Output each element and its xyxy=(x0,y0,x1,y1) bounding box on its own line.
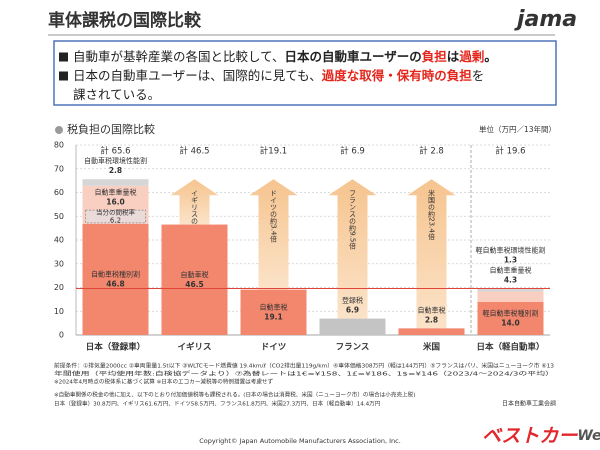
segment-value: 6.9 xyxy=(346,306,359,315)
segment-value: 14.0 xyxy=(501,318,520,327)
total-label: 計 46.5 xyxy=(179,146,209,157)
note: 前提条件：①排気量2000cc ②車両重量1.5t以下 ③WLTCモード燃費値 … xyxy=(54,362,554,370)
ratio-arrow xyxy=(249,179,298,290)
segment-label: 自動車税環境性能割 xyxy=(84,156,147,165)
y-tick-label: 40 xyxy=(54,236,64,245)
message-segment: 課されている。 xyxy=(73,87,160,102)
part-value: 6.2 xyxy=(110,216,121,224)
bar-segment xyxy=(82,179,149,186)
segment-label: 自動車税種別割 xyxy=(91,269,140,278)
y-tick-label: 80 xyxy=(54,141,64,150)
bar-segment xyxy=(477,291,544,302)
segment-value: 1.3 xyxy=(504,255,517,264)
message-line: 自動車が基幹産業の各国と比較して、日本の自動車ユーザーの負担は過剰。 xyxy=(73,49,497,64)
message-line: 日本の自動車ユーザーは、国際的に見ても、過度な取得・保有時の負担を xyxy=(73,68,484,83)
message: 自動車が基幹産業の各国と比較して、日本の自動車ユーザーの負担は過剰。日本の自動車… xyxy=(59,49,497,102)
y-tick-label: 50 xyxy=(54,212,64,221)
total-label: 計19.1 xyxy=(260,146,287,157)
ratio-label: フランスの約9.5倍 xyxy=(349,189,357,250)
source: 日本自動車工業会調 xyxy=(502,400,556,408)
y-tick-label: 60 xyxy=(54,188,64,197)
y-tick-label: 0 xyxy=(59,331,64,340)
total-label: 計 65.6 xyxy=(100,146,130,157)
bar-segment xyxy=(240,289,307,335)
note: ※自動車関係の税金の他に加え、以下のとおり付加価値税等も課税される。(日本の場合… xyxy=(54,391,415,399)
segment-value: 16.0 xyxy=(106,197,125,206)
bar-segment xyxy=(161,224,228,335)
segment-label: 自動車重量税 xyxy=(95,187,137,196)
x-tick-label: フランス xyxy=(336,343,370,353)
segment-value: 2.8 xyxy=(425,315,438,324)
chart-title-dot xyxy=(55,126,63,134)
bar-segment xyxy=(477,301,544,335)
y-tick-label: 70 xyxy=(54,164,64,173)
segment-label: 自動車税 xyxy=(260,302,288,311)
message-segment: 自動車が基幹産業の各国と比較して、 xyxy=(73,49,285,64)
message-segment: 負担 xyxy=(422,49,448,64)
copyright: Copyright© Japan Automobile Manufacturer… xyxy=(199,437,401,445)
message-segment: 。 xyxy=(484,49,497,64)
x-tick-label: ドイツ xyxy=(261,343,287,353)
total-label: 計 6.9 xyxy=(340,146,365,157)
total-label: 計 2.8 xyxy=(419,146,444,157)
message-segment: 過度な取得・保有時の負担 xyxy=(321,68,473,83)
segment-label: 登録税 xyxy=(342,296,363,305)
ratio-arrow xyxy=(407,179,456,329)
x-tick-label: 日本（軽自動車） xyxy=(476,342,544,353)
total-label: 計 19.6 xyxy=(495,146,525,157)
bar-segment xyxy=(319,318,386,335)
message-segment: は xyxy=(447,49,460,64)
ratio-label: イギリスの約1.4倍 xyxy=(191,189,199,250)
bar-segment xyxy=(477,288,544,292)
y-tick-label: 30 xyxy=(54,259,64,268)
note: ※2024年4月時点の税体系に基づく試算 ※日本のエコカー減税等の特例措置は考慮… xyxy=(54,378,274,386)
x-tick-label: 日本（登録車） xyxy=(86,342,146,353)
note: 日本（登録車）30.8万円、イギリス61.6万円、ドイツ58.5万円、フランス6… xyxy=(54,400,381,408)
bullet xyxy=(59,71,68,81)
bar-segment xyxy=(82,223,149,335)
notes: 前提条件：①排気量2000cc ②車両重量1.5t以下 ③WLTCモード燃費値 … xyxy=(54,362,554,408)
segment-value: 4.3 xyxy=(504,275,517,284)
message-box xyxy=(53,40,557,106)
message-segment: 日本の自動車ユーザーの xyxy=(285,49,422,64)
y-tick-label: 20 xyxy=(54,283,64,292)
chart-title: 税負担の国際比較 xyxy=(67,122,155,136)
x-tick-label: イギリス xyxy=(177,342,211,353)
ratio-arrow xyxy=(328,179,377,319)
x-tick-label: 米国 xyxy=(423,342,440,353)
bar-segment xyxy=(398,328,465,335)
ratio-label: 米国の約23.4倍 xyxy=(428,188,436,241)
segment-label: 軽自動車税種別割 xyxy=(483,308,539,317)
ratio-arrow xyxy=(170,179,219,225)
segment-label: 自動車税 xyxy=(418,305,446,314)
segment-label: 自動車税 xyxy=(181,270,209,279)
watermark-main: ベストカー xyxy=(482,425,578,447)
segment-value: 46.8 xyxy=(106,279,125,288)
segment-label: 自動車重量税 xyxy=(490,265,532,274)
segment-value: 2.8 xyxy=(109,166,122,175)
logo: jama xyxy=(514,7,577,32)
message-segment: 日本の自動車ユーザーは、国際的に見ても、 xyxy=(73,68,322,83)
bullet xyxy=(59,52,68,62)
y-tick-label: 10 xyxy=(54,307,64,316)
chart-unit: 単位（万円／13年間） xyxy=(479,124,556,134)
message-segment: 過剰 xyxy=(458,49,484,64)
part-label: 当分の間税率 xyxy=(96,207,136,216)
message-line: 課されている。 xyxy=(73,87,160,102)
bar-part xyxy=(85,209,146,224)
message-segment: を xyxy=(472,68,485,83)
ratio-label: ドイツの約3.4倍 xyxy=(270,189,278,243)
segment-value: 19.1 xyxy=(264,312,283,321)
slide-title: 車体課税の国際比較 xyxy=(48,10,202,31)
segment-label: 軽自動車税環境性能割 xyxy=(476,245,546,254)
watermark-suffix: Web xyxy=(577,428,600,444)
note: 年間使用（平均使用年数:自検協データより）⑦為替レートは1€=¥158、1£=¥… xyxy=(54,370,554,378)
segment-value: 46.5 xyxy=(185,280,204,289)
watermark: ベストカーWeb xyxy=(482,425,600,447)
